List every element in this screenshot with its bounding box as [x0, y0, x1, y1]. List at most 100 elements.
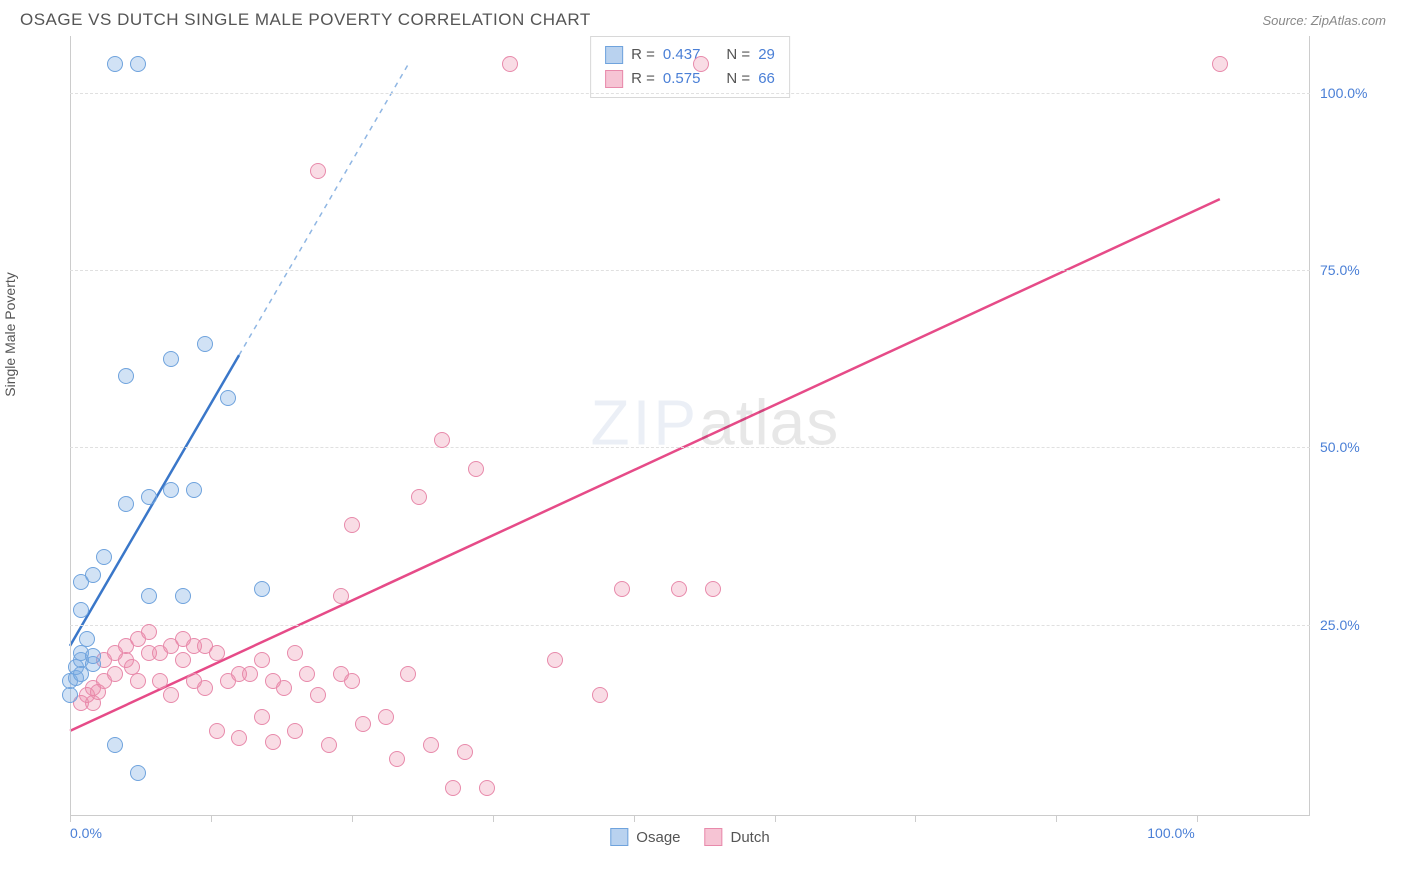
x-tick-mark [915, 816, 916, 822]
stat-n-label: N = [726, 43, 750, 67]
scatter-point-dutch [152, 645, 168, 661]
scatter-point-dutch [445, 780, 461, 796]
scatter-point-osage [141, 489, 157, 505]
scatter-point-dutch [107, 666, 123, 682]
chart-title: OSAGE VS DUTCH SINGLE MALE POVERTY CORRE… [20, 10, 591, 30]
scatter-point-dutch [175, 631, 191, 647]
scatter-point-osage [220, 390, 236, 406]
y-tick-label: 25.0% [1320, 617, 1380, 633]
scatter-point-dutch [671, 581, 687, 597]
legend-swatch-osage [610, 828, 628, 846]
scatter-point-dutch [85, 680, 101, 696]
scatter-point-dutch [254, 709, 270, 725]
chart-header: OSAGE VS DUTCH SINGLE MALE POVERTY CORRE… [0, 0, 1406, 36]
x-tick-mark [493, 816, 494, 822]
scatter-point-dutch [163, 687, 179, 703]
scatter-point-dutch [344, 673, 360, 689]
scatter-point-dutch [1212, 56, 1228, 72]
scatter-point-osage [85, 648, 101, 664]
scatter-point-dutch [85, 695, 101, 711]
scatter-point-osage [163, 482, 179, 498]
stat-n-label: N = [726, 67, 750, 91]
y-tick-label: 50.0% [1320, 439, 1380, 455]
scatter-point-dutch [186, 638, 202, 654]
x-tick-label: 0.0% [70, 825, 102, 841]
scatter-point-dutch [479, 780, 495, 796]
scatter-point-dutch [209, 645, 225, 661]
scatter-point-dutch [130, 631, 146, 647]
scatter-point-dutch [73, 695, 89, 711]
y-axis-label: Single Male Poverty [2, 272, 18, 397]
scatter-point-dutch [299, 666, 315, 682]
scatter-point-osage [73, 645, 89, 661]
scatter-point-osage [186, 482, 202, 498]
scatter-point-dutch [434, 432, 450, 448]
scatter-point-dutch [310, 687, 326, 703]
scatter-point-dutch [220, 673, 236, 689]
scatter-point-dutch [79, 687, 95, 703]
scatter-point-osage [130, 765, 146, 781]
scatter-point-dutch [186, 673, 202, 689]
legend-swatch-osage [605, 46, 623, 64]
trend-lines-svg [70, 36, 1310, 816]
scatter-point-osage [130, 56, 146, 72]
scatter-point-dutch [333, 666, 349, 682]
scatter-point-osage [118, 368, 134, 384]
scatter-point-osage [163, 351, 179, 367]
gridline-h [70, 625, 1310, 626]
scatter-point-dutch [96, 673, 112, 689]
y-axis [70, 36, 71, 816]
scatter-point-dutch [614, 581, 630, 597]
legend-item-dutch: Dutch [705, 828, 770, 846]
legend-label: Osage [636, 829, 680, 846]
scatter-point-dutch [141, 624, 157, 640]
chart-container: Single Male Poverty ZIPatlas R =0.437N =… [20, 36, 1386, 866]
scatter-point-osage [73, 666, 89, 682]
scatter-point-dutch [124, 659, 140, 675]
scatter-point-dutch [502, 56, 518, 72]
x-tick-mark [775, 816, 776, 822]
legend-swatch-dutch [705, 828, 723, 846]
scatter-point-dutch [231, 666, 247, 682]
gridline-h [70, 93, 1310, 94]
scatter-point-dutch [90, 684, 106, 700]
y-tick-label: 75.0% [1320, 262, 1380, 278]
scatter-point-dutch [378, 709, 394, 725]
x-tick-mark [1197, 816, 1198, 822]
stat-r-label: R = [631, 67, 655, 91]
stats-row-osage: R =0.437N =29 [605, 43, 775, 67]
scatter-point-dutch [130, 673, 146, 689]
scatter-point-osage [96, 549, 112, 565]
scatter-point-dutch [321, 737, 337, 753]
plot-area: ZIPatlas R =0.437N =29R =0.575N =66 Osag… [70, 36, 1310, 816]
scatter-point-osage [85, 656, 101, 672]
scatter-point-osage [79, 631, 95, 647]
scatter-point-dutch [355, 716, 371, 732]
legend-label: Dutch [731, 829, 770, 846]
scatter-point-dutch [592, 687, 608, 703]
scatter-point-osage [107, 56, 123, 72]
stat-n-value: 66 [758, 67, 775, 91]
x-tick-mark [1056, 816, 1057, 822]
scatter-point-dutch [400, 666, 416, 682]
scatter-point-dutch [175, 652, 191, 668]
bottom-legend: Osage Dutch [610, 828, 769, 846]
gridline-h [70, 270, 1310, 271]
scatter-point-dutch [118, 652, 134, 668]
scatter-point-osage [141, 588, 157, 604]
scatter-point-dutch [423, 737, 439, 753]
scatter-point-dutch [457, 744, 473, 760]
scatter-point-osage [175, 588, 191, 604]
scatter-point-dutch [118, 638, 134, 654]
scatter-point-osage [73, 652, 89, 668]
y-tick-label: 100.0% [1320, 85, 1380, 101]
right-border [1309, 36, 1310, 816]
stats-legend-box: R =0.437N =29R =0.575N =66 [590, 36, 790, 98]
scatter-point-dutch [163, 638, 179, 654]
scatter-point-dutch [468, 461, 484, 477]
scatter-point-dutch [152, 673, 168, 689]
scatter-point-dutch [287, 645, 303, 661]
scatter-point-dutch [254, 652, 270, 668]
scatter-point-dutch [265, 734, 281, 750]
scatter-point-dutch [209, 723, 225, 739]
